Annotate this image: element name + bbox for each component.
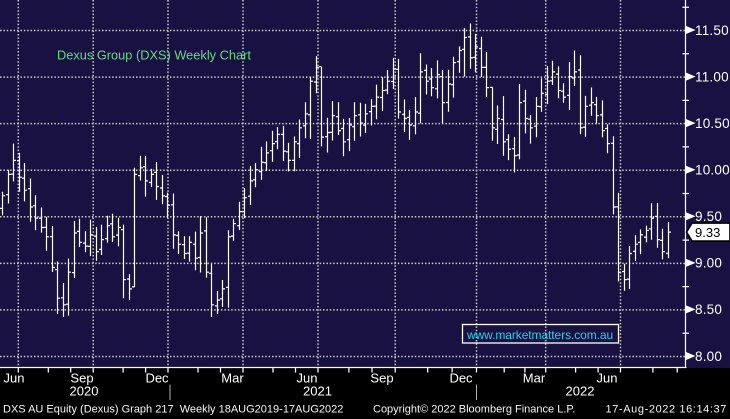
svg-text:www.marketmatters.com.au: www.marketmatters.com.au [466, 328, 613, 342]
svg-text:8.00: 8.00 [695, 349, 722, 364]
svg-text:Dec: Dec [449, 371, 473, 386]
svg-text:Dexus Group (DXS) Weekly Chart: Dexus Group (DXS) Weekly Chart [57, 48, 251, 63]
svg-text:9.33: 9.33 [695, 225, 720, 240]
svg-text:Copyright© 2022 Bloomberg Fina: Copyright© 2022 Bloomberg Finance L.P. [373, 404, 575, 416]
svg-text:Sep: Sep [370, 371, 393, 386]
svg-text:2022: 2022 [566, 384, 595, 399]
svg-text:17-Aug-2022 16:14:37: 17-Aug-2022 16:14:37 [606, 404, 727, 416]
svg-text:11.50: 11.50 [695, 23, 729, 38]
svg-text:9.00: 9.00 [695, 256, 722, 271]
svg-text:Jun: Jun [4, 371, 25, 386]
svg-text:Sep: Sep [70, 371, 93, 386]
svg-text:2021: 2021 [303, 384, 332, 399]
svg-text:10.00: 10.00 [695, 163, 730, 178]
svg-text:Jun: Jun [597, 371, 618, 386]
svg-text:DXS AU Equity (Dexus) Graph 21: DXS AU Equity (Dexus) Graph 217 Weekly 1… [3, 404, 343, 416]
svg-text:2020: 2020 [70, 384, 99, 399]
svg-text:8.50: 8.50 [695, 302, 722, 317]
svg-text:Mar: Mar [221, 371, 244, 386]
svg-text:Jun: Jun [297, 371, 318, 386]
svg-text:Mar: Mar [523, 371, 546, 386]
svg-text:9.50: 9.50 [695, 209, 722, 224]
svg-text:10.50: 10.50 [695, 116, 730, 131]
svg-text:11.00: 11.00 [695, 69, 729, 84]
svg-text:Dec: Dec [145, 371, 169, 386]
